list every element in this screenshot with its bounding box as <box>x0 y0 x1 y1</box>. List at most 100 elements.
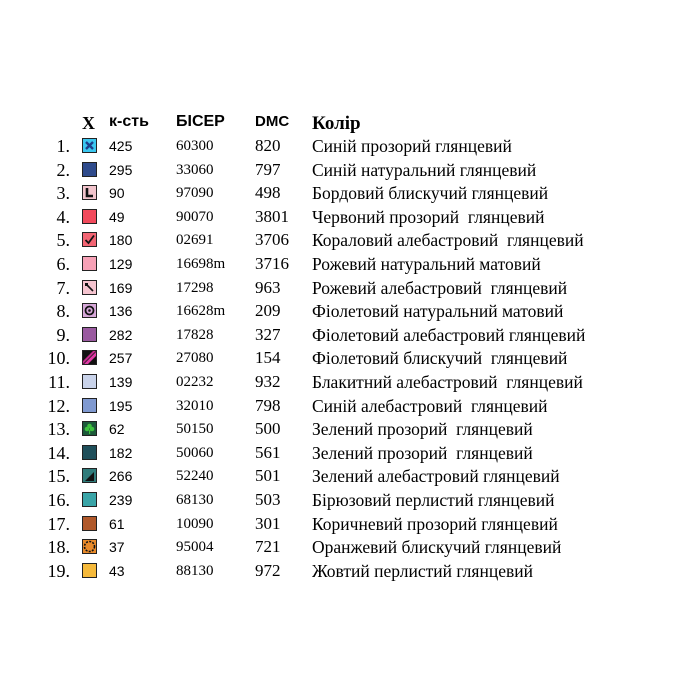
row-number: 15. <box>47 466 71 487</box>
table-row: 6. 129 16698m 3716 Рожевий натуральний матов… <box>0 253 700 277</box>
corner-icon <box>83 186 96 200</box>
row-number: 2. <box>56 159 71 180</box>
cross-icon <box>83 139 96 152</box>
color-swatch <box>82 185 97 201</box>
table-row: 2. 295 33060 797 Синій натуральний глянцевий <box>0 159 700 183</box>
bead-code-cell: 16628m <box>176 303 226 320</box>
table-row: 9. 282 17828 327 Фіолетовий алебастровий гля… <box>0 324 700 348</box>
dmc-code-cell: 797 <box>255 159 281 179</box>
row-number: 5. <box>56 230 71 251</box>
row-number: 17. <box>47 513 71 534</box>
quantity-cell: 37 <box>109 539 125 556</box>
quantity-cell: 266 <box>109 468 133 485</box>
row-number: 18. <box>47 537 71 558</box>
color-swatch <box>82 397 97 413</box>
bead-code-cell: 60300 <box>176 138 214 154</box>
header-color: Колір <box>312 113 361 134</box>
dmc-code-cell: 932 <box>255 372 281 391</box>
color-swatch <box>82 303 97 319</box>
bead-code-cell: 90070 <box>176 208 214 225</box>
color-swatch <box>82 421 97 437</box>
color-name-cell: Рожевий алебастровий глянцевий <box>312 277 568 298</box>
color-name-cell: Фіолетовий натуральний матовий <box>312 301 564 322</box>
clover-icon <box>84 423 95 435</box>
quantity-cell: 257 <box>109 350 133 367</box>
dmc-code-cell: 820 <box>255 136 281 155</box>
table-row: 19. 43 88130 972 Жовтий перлистий глянцевий <box>0 560 700 584</box>
color-name-cell: Зелений прозорий глянцевий <box>312 419 533 440</box>
dmc-code-cell: 501 <box>255 466 281 486</box>
quantity-cell: 182 <box>109 444 133 461</box>
color-name-cell: Коричневий прозорий глянцевий <box>312 513 558 534</box>
row-number: 14. <box>47 442 71 463</box>
check-icon <box>84 235 95 245</box>
dmc-code-cell: 963 <box>255 277 281 297</box>
color-name-cell: Рожевий натуральний матовий <box>312 254 541 274</box>
color-name-cell: Зелений прозорий глянцевий <box>312 442 533 463</box>
gear-icon <box>83 540 96 553</box>
row-number: 8. <box>56 301 71 322</box>
ring-icon <box>84 305 95 316</box>
table-row: 10. 257 27080 154 Фіолетовий блискучий глянц… <box>0 347 700 371</box>
color-name-cell: Бірюзовий перлистий глянцевий <box>312 490 555 510</box>
row-number: 13. <box>47 419 71 440</box>
table-row: 1. 425 60300 820 Синій прозорий глянцевий <box>0 135 700 159</box>
color-name-cell: Синій натуральний глянцевий <box>312 159 537 180</box>
dmc-code-cell: 503 <box>255 490 281 509</box>
row-number: 10. <box>47 348 71 369</box>
bead-code-cell: 52240 <box>176 468 214 485</box>
dmc-code-cell: 798 <box>255 395 281 415</box>
color-swatch <box>82 232 97 248</box>
row-number: 16. <box>47 490 71 510</box>
table-row: 12. 195 32010 798 Синій алебастровий глянцев… <box>0 395 700 419</box>
row-number: 9. <box>56 324 71 345</box>
quantity-cell: 136 <box>109 303 133 320</box>
row-number: 12. <box>47 395 71 416</box>
header-symbol: X <box>82 113 95 133</box>
color-name-cell: Фіолетовий алебастровий глянцевий <box>312 324 586 345</box>
quantity-cell: 61 <box>109 515 125 532</box>
bead-code-cell: 88130 <box>176 562 214 579</box>
color-swatch <box>82 468 97 484</box>
table-row: 14. 182 50060 561 Зелений прозорий глянцевий <box>0 442 700 466</box>
color-name-cell: Синій алебастровий глянцевий <box>312 395 548 416</box>
color-name-cell: Фіолетовий блискучий глянцевий <box>312 348 568 369</box>
header-dmc: DMC <box>255 113 290 130</box>
color-swatch <box>82 138 97 153</box>
bead-code-cell: 33060 <box>176 161 214 178</box>
quantity-cell: 49 <box>109 208 125 225</box>
bead-code-cell: 10090 <box>176 515 214 532</box>
table-row: 8. 136 16628m 209 Фіолетовий натуральний мат… <box>0 300 700 324</box>
quantity-cell: 425 <box>109 138 133 154</box>
bead-code-cell: 50060 <box>176 444 214 461</box>
pin-icon <box>85 282 94 292</box>
dmc-code-cell: 209 <box>255 301 281 321</box>
dmc-code-cell: 3716 <box>255 254 289 273</box>
quantity-cell: 180 <box>109 232 133 249</box>
row-number: 6. <box>56 254 71 274</box>
color-swatch <box>82 279 97 295</box>
color-swatch <box>82 208 97 224</box>
table-row: 15. 266 52240 501 Зелений алебастровий глянц… <box>0 465 700 489</box>
color-swatch <box>82 326 97 342</box>
dmc-code-cell: 561 <box>255 442 281 462</box>
row-number: 4. <box>56 206 71 227</box>
row-number: 19. <box>47 560 71 581</box>
quantity-cell: 195 <box>109 397 133 414</box>
color-swatch <box>82 492 97 507</box>
bead-code-cell: 17828 <box>176 326 214 343</box>
color-name-cell: Синій прозорий глянцевий <box>312 136 512 156</box>
color-swatch <box>82 350 97 366</box>
table-row: 3. 90 97090 498 Бордовий блискучий глянцевий <box>0 182 700 206</box>
color-name-cell: Блакитний алебастровий глянцевий <box>312 372 583 392</box>
color-swatch <box>82 256 97 271</box>
color-swatch <box>82 562 97 578</box>
quantity-cell: 129 <box>109 256 133 272</box>
table-row: 4. 49 90070 3801 Червоний прозорий глянцевий <box>0 206 700 230</box>
color-swatch <box>82 539 97 555</box>
row-number: 7. <box>56 277 71 298</box>
color-swatch <box>82 374 97 389</box>
color-name-cell: Жовтий перлистий глянцевий <box>312 560 533 581</box>
dmc-code-cell: 721 <box>255 537 281 557</box>
quantity-cell: 43 <box>109 562 125 579</box>
